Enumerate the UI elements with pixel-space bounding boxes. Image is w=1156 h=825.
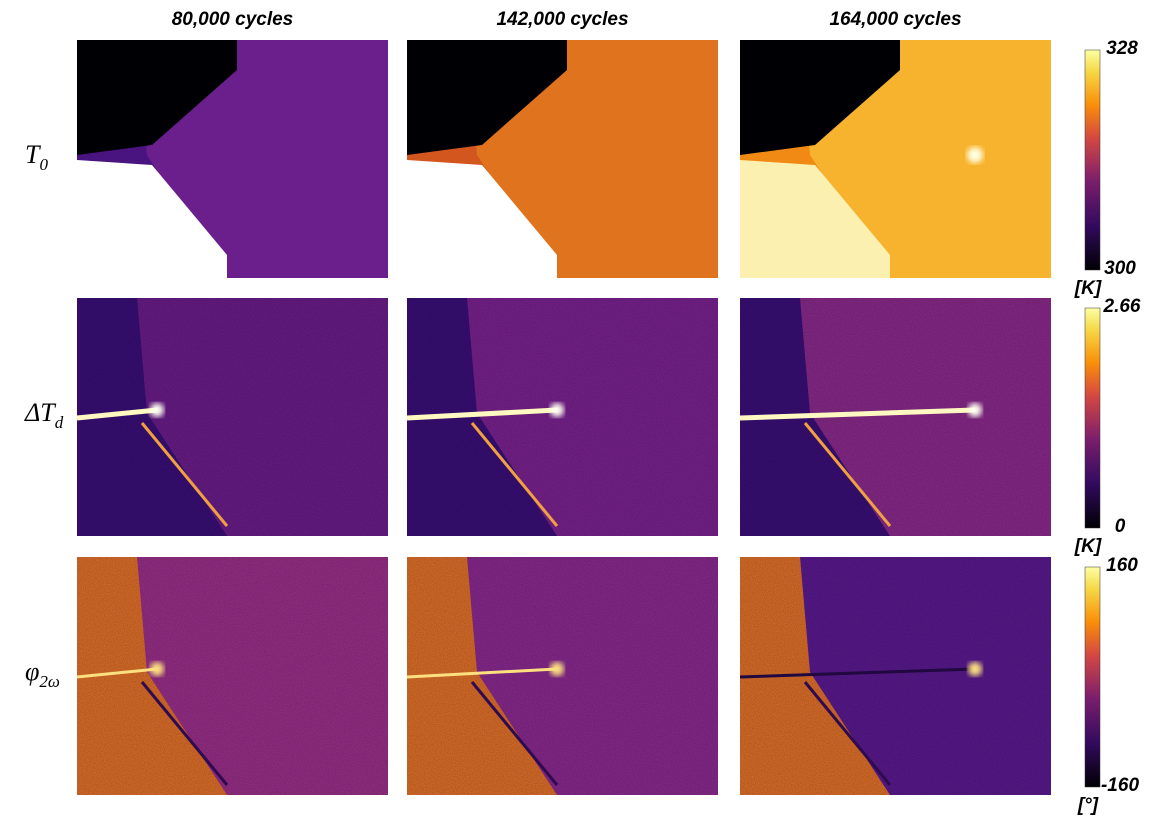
thermal-image bbox=[740, 40, 1051, 278]
colorbar bbox=[1085, 50, 1100, 270]
thermal-image bbox=[77, 557, 388, 795]
crack-tip bbox=[968, 403, 982, 417]
thermal-image bbox=[407, 557, 718, 795]
colorbar-unit: [°] bbox=[1077, 795, 1099, 816]
figure: 80,000 cycles 142,000 cycles 164,000 cycle… bbox=[0, 0, 1156, 825]
thermal-image bbox=[407, 40, 718, 278]
colorbar-min: -160 bbox=[1101, 775, 1139, 796]
colorbar bbox=[1085, 308, 1100, 528]
row-label: ΔTd bbox=[24, 398, 64, 432]
colorbar-max: 328 bbox=[1106, 38, 1138, 59]
colorbar-max: 2.66 bbox=[1103, 296, 1141, 317]
row-subscript: d bbox=[55, 413, 64, 432]
row-label: T0 bbox=[25, 140, 48, 174]
row-symbol: ΔT bbox=[24, 398, 56, 427]
column-header: 80,000 cycles bbox=[172, 9, 294, 30]
row-label: φ2ω bbox=[25, 657, 60, 691]
row-symbol: φ bbox=[25, 657, 39, 686]
texture bbox=[77, 298, 388, 536]
hot-spot bbox=[967, 147, 983, 163]
crack-tip bbox=[968, 662, 982, 676]
crack-tip bbox=[150, 662, 164, 676]
colorbar-max: 160 bbox=[1106, 555, 1138, 576]
colorbar-min: 300 bbox=[1104, 258, 1136, 279]
crack-tip bbox=[550, 662, 564, 676]
texture bbox=[77, 557, 388, 795]
row-subscript: 0 bbox=[39, 155, 48, 174]
thermal-image bbox=[740, 298, 1051, 536]
thermal-image bbox=[740, 557, 1051, 795]
column-header: 164,000 cycles bbox=[829, 9, 961, 30]
image-grid bbox=[77, 40, 1051, 795]
colorbar-unit: [K] bbox=[1074, 278, 1102, 299]
column-header: 142,000 cycles bbox=[496, 9, 628, 30]
thermal-image bbox=[77, 40, 388, 278]
row-subscript: 2ω bbox=[39, 672, 60, 691]
crack-tip bbox=[150, 403, 164, 417]
colorbar-unit: [K] bbox=[1074, 536, 1102, 557]
crack-tip bbox=[550, 403, 564, 417]
colorbar bbox=[1085, 567, 1100, 787]
colorbar-min: 0 bbox=[1115, 516, 1126, 537]
thermal-image bbox=[77, 298, 388, 536]
thermal-image bbox=[407, 298, 718, 536]
